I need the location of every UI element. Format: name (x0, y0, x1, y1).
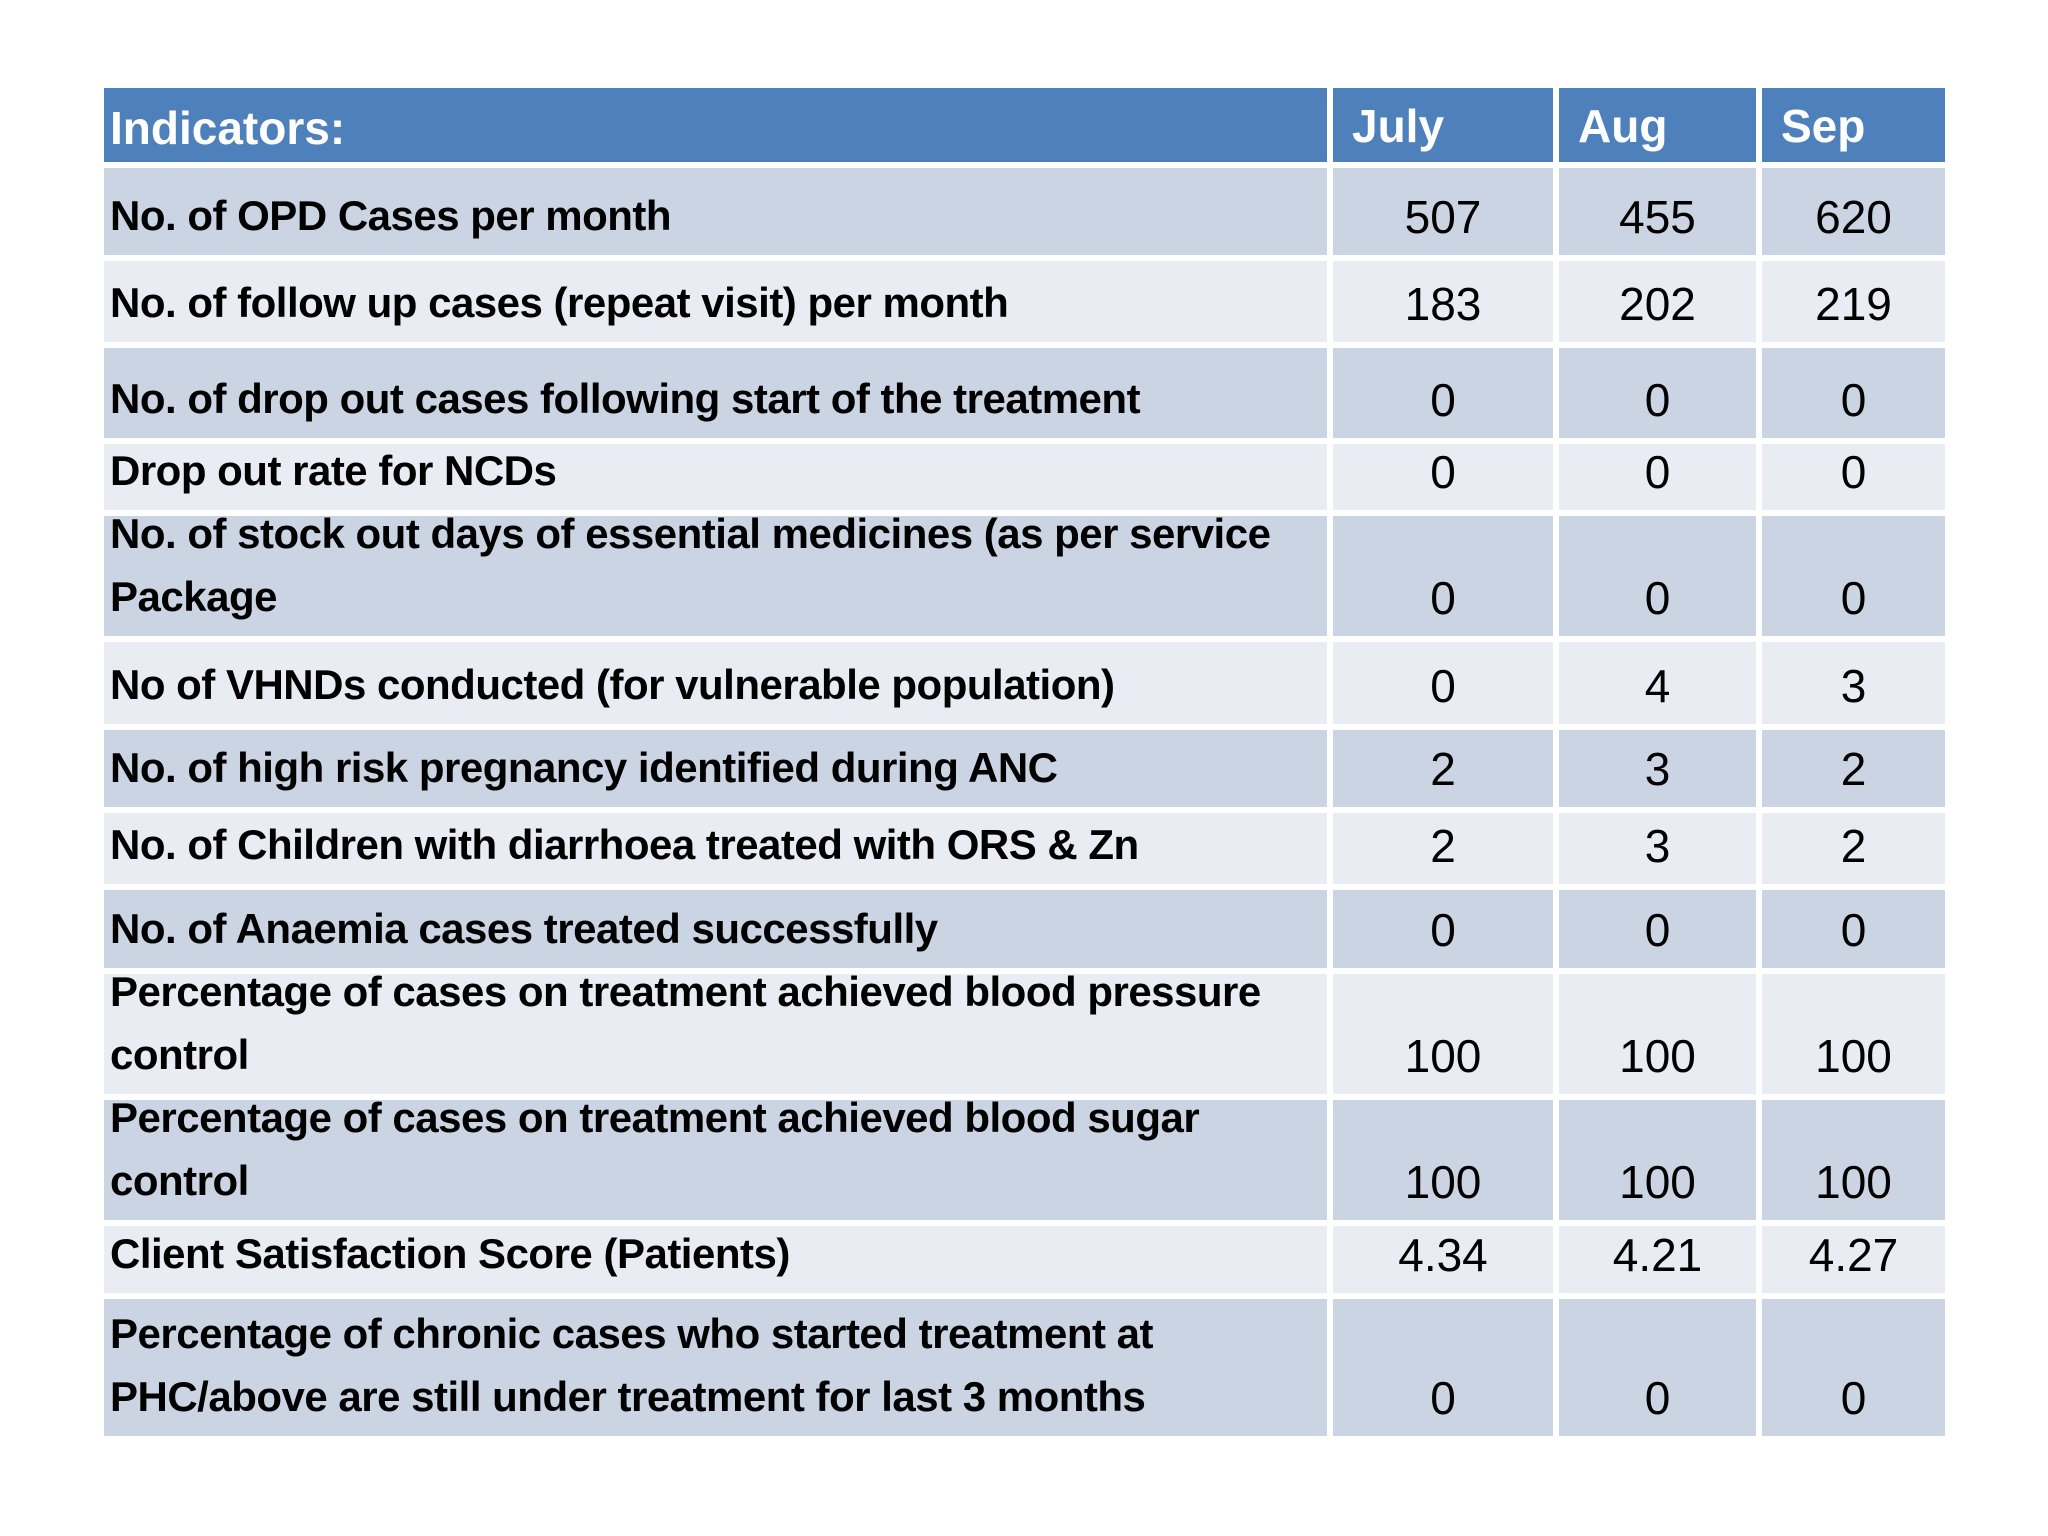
value-cell: 507 (1333, 168, 1553, 255)
table-header-july: July (1333, 88, 1553, 162)
value-cell: 0 (1333, 444, 1553, 510)
value-cell: 4.27 (1762, 1226, 1945, 1293)
value-cell: 3 (1762, 642, 1945, 724)
value-cell: 100 (1559, 974, 1756, 1094)
value-cell: 0 (1762, 890, 1945, 968)
value-cell: 219 (1762, 261, 1945, 342)
value-cell: 2 (1333, 813, 1553, 884)
value-cell: 0 (1559, 516, 1756, 636)
value-cell: 0 (1559, 444, 1756, 510)
value-cell: 3 (1559, 813, 1756, 884)
value-cell: 0 (1559, 1299, 1756, 1436)
value-cell: 0 (1762, 1299, 1945, 1436)
value-cell: 0 (1559, 890, 1756, 968)
value-cell: 0 (1762, 444, 1945, 510)
value-cell: 0 (1559, 348, 1756, 438)
value-cell: 183 (1333, 261, 1553, 342)
indicators-table: Indicators: July Aug Sep No. of OPD Case… (104, 88, 1945, 1436)
value-cell: 0 (1333, 516, 1553, 636)
table-header-sep: Sep (1762, 88, 1945, 162)
indicator-cell-client-satisfaction: Client Satisfaction Score (Patients) (104, 1226, 1327, 1293)
value-cell: 2 (1333, 730, 1553, 807)
value-cell: 3 (1559, 730, 1756, 807)
indicator-cell-follow-up-cases: No. of follow up cases (repeat visit) pe… (104, 261, 1327, 342)
indicator-cell-blood-pressure-control: Percentage of cases on treatment achieve… (104, 968, 1327, 1094)
value-cell: 4 (1559, 642, 1756, 724)
value-cell: 100 (1762, 1100, 1945, 1220)
value-cell: 0 (1762, 516, 1945, 636)
table-header-aug: Aug (1559, 88, 1756, 162)
value-cell: 4.21 (1559, 1226, 1756, 1293)
value-cell: 0 (1333, 890, 1553, 968)
indicator-cell-children-diarrhoea: No. of Children with diarrhoea treated w… (104, 813, 1327, 884)
indicator-cell-anaemia-cases: No. of Anaemia cases treated successfull… (104, 890, 1327, 968)
value-cell: 4.34 (1333, 1226, 1553, 1293)
value-cell: 0 (1333, 1299, 1553, 1436)
indicator-cell-stock-out-days: No. of stock out days of essential medic… (104, 510, 1327, 636)
value-cell: 100 (1333, 1100, 1553, 1220)
value-cell: 2 (1762, 730, 1945, 807)
value-cell: 0 (1333, 348, 1553, 438)
indicator-cell-opd-cases: No. of OPD Cases per month (104, 168, 1327, 255)
value-cell: 2 (1762, 813, 1945, 884)
value-cell: 0 (1762, 348, 1945, 438)
value-cell: 620 (1762, 168, 1945, 255)
value-cell: 100 (1333, 974, 1553, 1094)
indicator-cell-high-risk-pregnancy: No. of high risk pregnancy identified du… (104, 730, 1327, 807)
value-cell: 455 (1559, 168, 1756, 255)
value-cell: 100 (1559, 1100, 1756, 1220)
table-header-indicators: Indicators: (104, 88, 1327, 162)
value-cell: 100 (1762, 974, 1945, 1094)
indicator-cell-drop-out-rate: Drop out rate for NCDs (104, 444, 1327, 510)
indicator-cell-chronic-cases-treatment: Percentage of chronic cases who started … (104, 1299, 1327, 1436)
indicator-cell-blood-sugar-control: Percentage of cases on treatment achieve… (104, 1094, 1327, 1220)
value-cell: 202 (1559, 261, 1756, 342)
indicator-cell-vhnds-conducted: No of VHNDs conducted (for vulnerable po… (104, 642, 1327, 724)
indicator-cell-drop-out-cases: No. of drop out cases following start of… (104, 348, 1327, 438)
value-cell: 0 (1333, 642, 1553, 724)
